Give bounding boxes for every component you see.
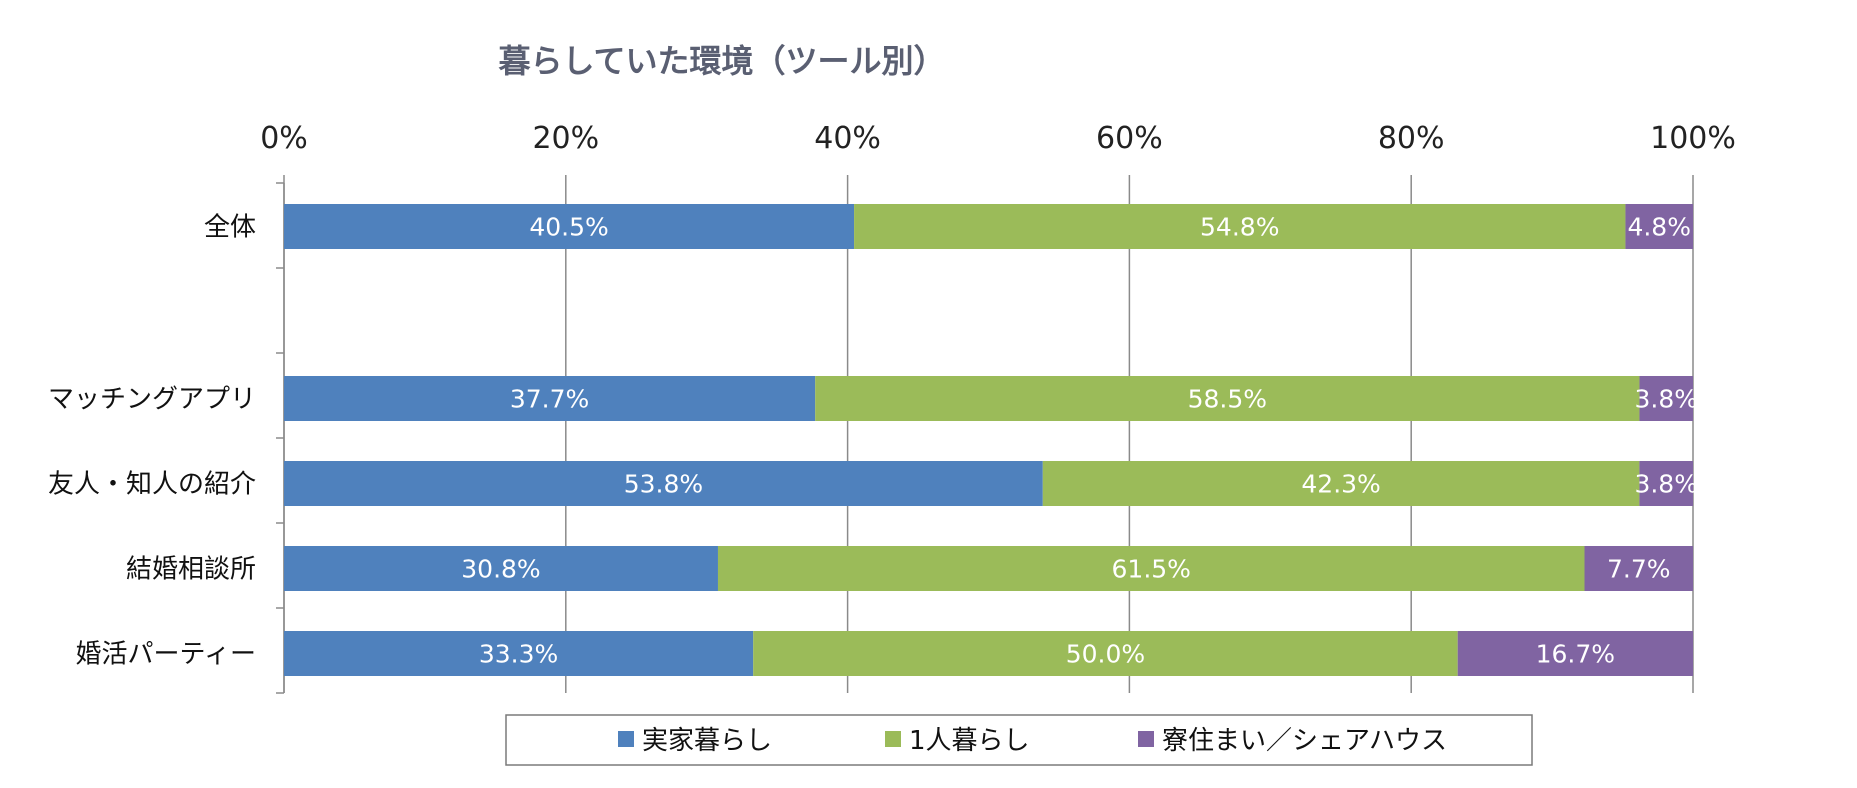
bar-segment: [284, 204, 855, 249]
data-label: 53.8%: [624, 470, 703, 499]
data-label: 30.8%: [461, 555, 540, 584]
data-label: 50.0%: [1066, 640, 1145, 669]
bar-segment: [753, 631, 1458, 676]
legend-swatch: [618, 731, 634, 747]
bar-segment: [284, 461, 1043, 506]
data-label: 54.8%: [1200, 213, 1279, 242]
data-label: 3.8%: [1634, 470, 1698, 499]
x-tick-label: 0%: [260, 121, 308, 156]
x-tick-label: 40%: [814, 121, 881, 156]
legend-label: 1人暮らし: [909, 726, 1030, 756]
legend-swatch: [1138, 731, 1154, 747]
data-label: 4.8%: [1627, 213, 1691, 242]
chart-title: 暮らしていた環境（ツール別）: [498, 42, 945, 80]
legend-swatch: [885, 731, 901, 747]
data-label: 33.3%: [479, 640, 558, 669]
bar-segment: [1042, 461, 1640, 506]
bar-segment: [1584, 546, 1693, 591]
x-tick-label: 80%: [1378, 121, 1445, 156]
category-label: 友人・知人の紹介: [48, 470, 256, 500]
x-tick-label: 100%: [1650, 121, 1736, 156]
data-label: 16.7%: [1536, 640, 1615, 669]
bar-segment: [284, 631, 754, 676]
data-label: 40.5%: [529, 213, 608, 242]
bar-segment: [1625, 204, 1693, 249]
data-label: 42.3%: [1301, 470, 1380, 499]
bar-segment: [284, 546, 718, 591]
data-label: 7.7%: [1607, 555, 1671, 584]
category-label: 婚活パーティー: [76, 640, 256, 670]
data-label: 61.5%: [1112, 555, 1191, 584]
category-label: 全体: [204, 213, 256, 243]
data-label: 3.8%: [1634, 385, 1698, 414]
x-tick-label: 60%: [1096, 121, 1163, 156]
bar-segment: [1639, 376, 1693, 421]
bar-segment: [1639, 461, 1693, 506]
x-tick-label: 20%: [532, 121, 599, 156]
category-label: マッチングアプリ: [48, 385, 256, 415]
legend-box: [505, 714, 1533, 766]
data-label: 58.5%: [1188, 385, 1267, 414]
bar-segment: [1457, 631, 1693, 676]
bar-segment: [815, 376, 1640, 421]
bar-segment: [717, 546, 1585, 591]
legend: 実家暮らし 1人暮らし 寮住まい／シェアハウス: [505, 714, 1533, 766]
legend-label: 実家暮らし: [642, 726, 772, 756]
legend-label: 寮住まい／シェアハウス: [1162, 726, 1447, 756]
data-label: 37.7%: [510, 385, 589, 414]
bar-segment: [284, 376, 816, 421]
bar-segment: [854, 204, 1626, 249]
category-label: 結婚相談所: [126, 555, 256, 585]
